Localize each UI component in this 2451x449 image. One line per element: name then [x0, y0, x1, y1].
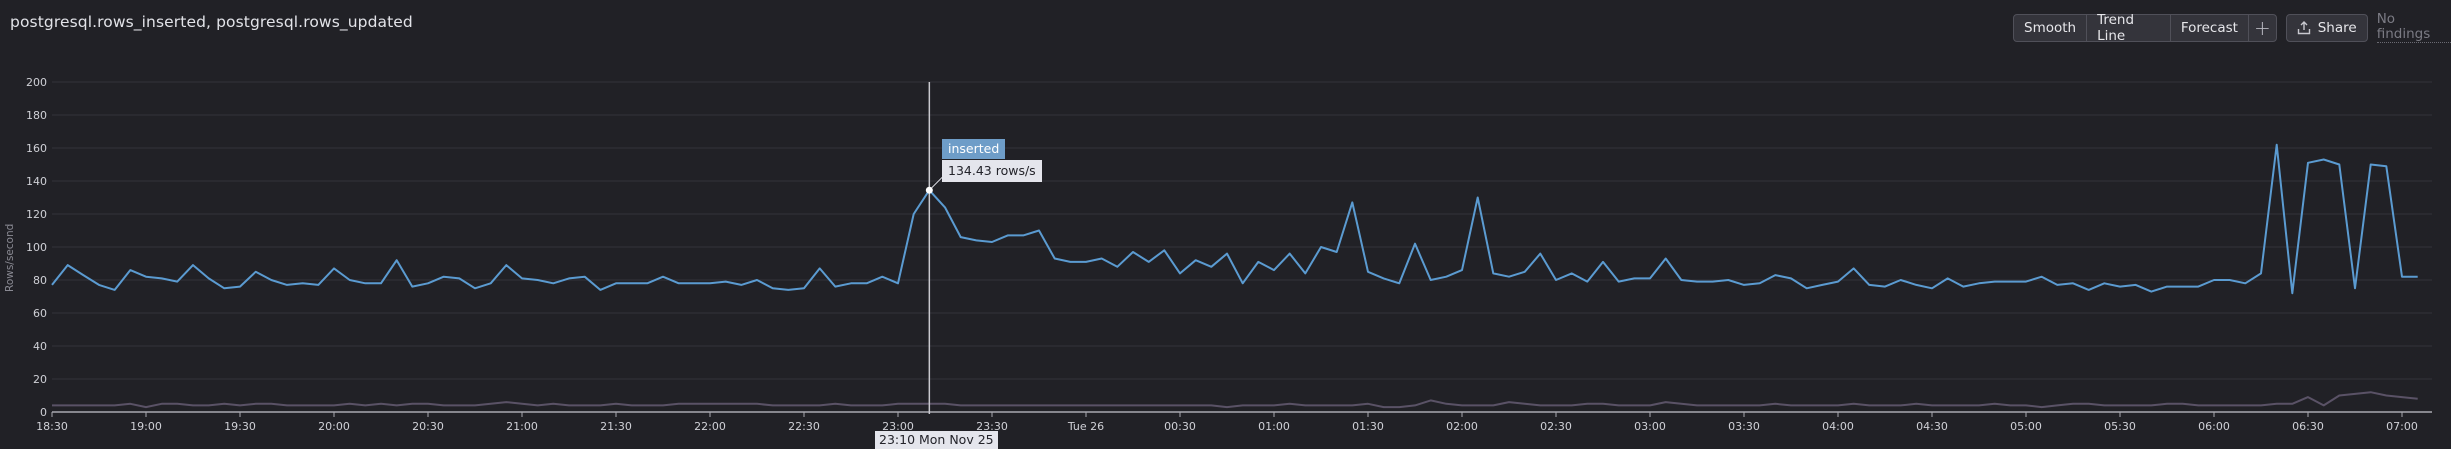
y-tick-label: 120 [26, 208, 47, 221]
smooth-button[interactable]: Smooth [2014, 14, 2088, 41]
share-icon [2297, 20, 2310, 34]
x-tick-label: 19:00 [130, 420, 162, 433]
crosshair-time-label: 23:10 Mon Nov 25 [875, 431, 998, 449]
x-tick-label: 01:00 [1258, 420, 1290, 433]
findings-link[interactable]: No findings [2376, 12, 2451, 43]
series-inserted-line[interactable] [51, 143, 2418, 295]
x-tick-label: 19:30 [224, 420, 256, 433]
x-tick-label: 03:00 [1634, 420, 1666, 433]
plus-icon: + [2253, 15, 2271, 40]
x-tick-label: 06:30 [2292, 420, 2324, 433]
share-label: Share [2317, 19, 2357, 36]
x-tick-label: 02:30 [1540, 420, 1572, 433]
x-tick-label: 22:30 [788, 420, 820, 433]
x-tick-label: 01:30 [1352, 420, 1384, 433]
add-analysis-button[interactable]: + [2249, 15, 2276, 41]
y-tick-label: 200 [26, 76, 47, 89]
x-tick-label: 20:00 [318, 420, 350, 433]
x-tick-label: 03:30 [1728, 420, 1760, 433]
grid-lines [52, 81, 2432, 380]
forecast-button[interactable]: Forecast [2171, 14, 2249, 41]
x-tick-label: 18:30 [36, 420, 68, 433]
share-button[interactable]: Share [2285, 13, 2368, 42]
y-tick-label: 140 [26, 175, 47, 188]
x-tick-label: 05:30 [2104, 420, 2136, 433]
hover-point-marker [925, 186, 933, 194]
y-tick-label: 40 [33, 340, 47, 353]
x-tick-label: 21:30 [600, 420, 632, 433]
x-axis: 18:30 19:00 19:30 20:00 20:30 21:00 21:30 22:00… [36, 411, 2432, 433]
y-axis-ticks: 0 20 40 60 80 100 120 140 160 180 200 [26, 76, 47, 419]
chart-toolbar: Smooth Trend Line Forecast + Share No fi… [2013, 12, 2451, 44]
x-tick-label: Tue 26 [1067, 420, 1104, 433]
x-tick-label: 21:00 [506, 420, 538, 433]
x-tick-label: 05:00 [2010, 420, 2042, 433]
analysis-button-group: Smooth Trend Line Forecast + [2013, 12, 2277, 44]
x-tick-label: 23:30 [976, 420, 1008, 433]
x-tick-label: 02:00 [1446, 420, 1478, 433]
y-tick-label: 80 [33, 274, 47, 287]
trend-line-button[interactable]: Trend Line [2087, 12, 2171, 44]
y-tick-label: 60 [33, 307, 47, 320]
x-tick-label: 23:00 [882, 420, 914, 433]
y-tick-label: 100 [26, 241, 47, 254]
y-tick-label: 20 [33, 373, 47, 386]
series-updated-line[interactable] [52, 391, 2418, 409]
y-tick-label: 0 [40, 406, 47, 419]
x-tick-label: 04:00 [1822, 420, 1854, 433]
x-tick-label: 20:30 [412, 420, 444, 433]
x-tick-label: 07:00 [2386, 420, 2418, 433]
chart-title: postgresql.rows_inserted, postgresql.row… [10, 13, 413, 31]
y-tick-label: 160 [26, 142, 47, 155]
x-tick-label: 04:30 [1916, 420, 1948, 433]
x-tick-label: 22:00 [694, 420, 726, 433]
tooltip-series-name: inserted [942, 139, 1006, 159]
x-tick-label: 06:00 [2198, 420, 2230, 433]
x-tick-label: 00:30 [1164, 420, 1196, 433]
tooltip-value: 134.43 rows/s [942, 160, 1042, 182]
y-tick-label: 180 [26, 109, 47, 122]
